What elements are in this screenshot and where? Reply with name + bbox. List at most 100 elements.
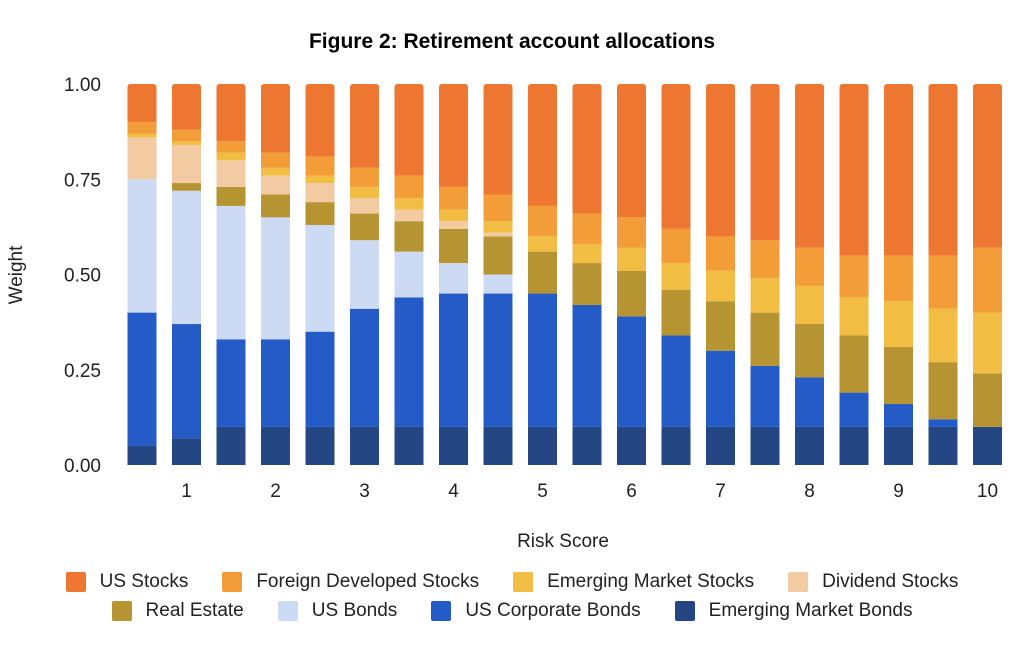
legend-item: Emerging Market Stocks [513,571,754,593]
bar-segment-us-stocks [528,84,557,206]
bar-segment-us-stocks [839,84,869,256]
bar-segment-dividend-stocks [394,209,424,222]
bar-segment-us-bonds [350,240,379,309]
bar-stack [839,84,869,465]
bar-segment-real-estate [973,373,1002,427]
bar-segment-us-bonds [394,251,424,298]
bar-segment-real-estate [661,289,691,336]
bar-stack [528,84,557,465]
y-tick-label: 1.00 [64,75,101,96]
bar-stack [127,84,157,465]
bar-segment-us-bonds [305,224,335,332]
bar-segment-emerging-market-bonds [439,426,468,465]
bar-segment-us-stocks [750,84,780,241]
legend-swatch [111,601,132,621]
bar-segment-emerging-market-bonds [350,426,379,465]
x-tick-label: 6 [626,481,637,502]
bar-segment-emerging-market-bonds [394,426,424,465]
bar-segment-us-stocks [127,84,157,123]
bar-segment-us-bonds [216,205,246,340]
bar-segment-real-estate [216,186,246,206]
legend-label: US Stocks [99,571,189,592]
bar-segment-us-stocks [661,84,691,229]
bar-segment-foreign-developed-stocks [172,129,201,142]
bar-segment-foreign-developed-stocks [795,247,824,286]
y-axis-label: Weight [6,245,27,305]
x-tick-label: 2 [270,481,281,502]
bar-segment-us-corporate-bonds [172,324,201,439]
bar-segment-real-estate [750,312,780,366]
bar-segment-foreign-developed-stocks [617,217,646,248]
x-tick-label: 7 [715,481,726,502]
bar-segment-real-estate [884,346,913,405]
bar-segment-foreign-developed-stocks [261,152,290,168]
bar-segment-us-corporate-bonds [572,304,602,427]
bar-segment-real-estate [350,213,379,241]
bar-segment-us-corporate-bonds [305,331,335,427]
bar-segment-foreign-developed-stocks [350,167,379,187]
legend-item: US Bonds [277,600,397,622]
bar-segment-real-estate [795,324,824,378]
x-tick-label: 5 [537,481,548,502]
bar-segment-us-stocks [261,84,290,153]
bar-segment-dividend-stocks [261,175,290,195]
bar-segment-emerging-market-stocks [884,301,913,347]
bar-segment-foreign-developed-stocks [483,194,513,222]
bar-segment-us-stocks [350,84,379,168]
bar-segment-us-stocks [394,84,424,176]
bar-segment-real-estate [928,362,958,420]
bar-segment-emerging-market-stocks [394,198,424,210]
bar-segment-emerging-market-stocks [439,209,468,222]
bar-segment-us-stocks [884,84,913,256]
bar-segment-foreign-developed-stocks [661,228,691,264]
bar-segment-us-corporate-bonds [350,308,379,427]
bar-segment-emerging-market-stocks [127,133,157,138]
bar-segment-emerging-market-stocks [483,221,513,233]
bar-segment-foreign-developed-stocks [884,255,913,302]
bar-segment-emerging-market-bonds [884,426,913,465]
bar-segment-foreign-developed-stocks [572,213,602,245]
bar-segment-emerging-market-bonds [127,445,157,465]
bar-stack [439,84,468,465]
bar-segment-dividend-stocks [216,160,246,187]
bar-segment-us-bonds [127,179,157,313]
legend-item: US Corporate Bonds [431,600,641,622]
bar-segment-real-estate [528,251,557,294]
bar-segment-emerging-market-bonds [928,426,958,465]
bar-stack [706,84,735,465]
bar-segment-us-corporate-bonds [394,297,424,427]
x-tick-label: 4 [448,481,459,502]
bar-segment-us-stocks [216,84,246,142]
bar-segment-us-bonds [439,263,468,294]
bar-stack [305,84,335,465]
bar-stack [928,84,958,465]
bar-segment-emerging-market-stocks [572,244,602,264]
bar-segment-emerging-market-bonds [839,426,869,465]
x-tick-label: 3 [359,481,370,502]
legend-swatch [513,572,534,592]
bar-stack [172,84,201,465]
legend-label: US Corporate Bonds [465,600,641,621]
bar-segment-emerging-market-stocks [261,167,290,176]
x-axis-label: Risk Score [517,531,609,552]
bar-segment-emerging-market-stocks [617,247,646,271]
legend-swatch [431,601,452,621]
x-tick-label: 8 [804,481,815,502]
bar-segment-real-estate [617,270,646,317]
bar-stack [572,84,602,465]
bar-segment-foreign-developed-stocks [439,186,468,210]
bar-segment-emerging-market-stocks [216,152,246,161]
bar-segment-emerging-market-bonds [216,426,246,465]
bar-stack [483,84,513,465]
x-tick-label: 9 [893,481,904,502]
legend-label: Emerging Market Bonds [708,600,913,621]
bar-segment-dividend-stocks [350,198,379,214]
bar-segment-dividend-stocks [127,137,157,180]
bar-segment-us-corporate-bonds [216,339,246,427]
bar-stack [216,84,246,465]
bar-segment-us-corporate-bonds [928,419,958,427]
bar-stack [350,84,379,465]
bar-segment-us-stocks [928,84,958,256]
legend-row: US Stocks Foreign Developed Stocks Emergin… [0,571,1024,593]
bar-segment-us-corporate-bonds [795,377,824,427]
